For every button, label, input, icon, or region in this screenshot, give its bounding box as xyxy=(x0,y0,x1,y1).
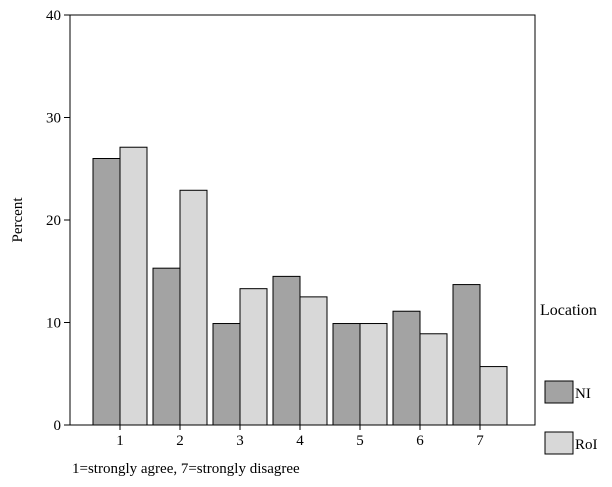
bar-ni-3 xyxy=(212,323,241,426)
bar-ni-6 xyxy=(392,310,421,426)
y-axis: 0 10 20 30 40 xyxy=(46,8,70,434)
bar-roi-3 xyxy=(239,288,268,426)
x-tick-label: 3 xyxy=(236,433,244,449)
bar-roi-6 xyxy=(419,333,448,426)
y-tick-label: 30 xyxy=(46,111,61,127)
bar-ni-2 xyxy=(152,267,181,426)
legend-label-ni: NI xyxy=(575,386,591,402)
bar-roi-1 xyxy=(119,146,148,426)
bar-ni-5 xyxy=(332,323,361,426)
x-tick-label: 7 xyxy=(476,433,484,449)
bar-roi-4 xyxy=(299,296,328,426)
y-axis-label: Percent xyxy=(10,197,26,243)
bar-ni-1 xyxy=(92,158,121,426)
legend-swatch-roi xyxy=(544,431,574,455)
bar-roi-5 xyxy=(359,323,388,426)
x-axis: 1 2 3 4 5 6 7 xyxy=(116,425,484,449)
x-tick-label: 5 xyxy=(356,433,364,449)
legend: Location NI RoI xyxy=(540,302,598,455)
y-tick-label: 10 xyxy=(46,316,61,332)
legend-label-roi: RoI xyxy=(575,437,598,453)
legend-title: Location xyxy=(540,302,597,319)
x-tick-label: 6 xyxy=(416,433,424,449)
y-tick-label: 40 xyxy=(46,8,61,24)
x-axis-label: 1=strongly agree, 7=strongly disagree xyxy=(72,461,300,477)
x-tick-label: 1 xyxy=(116,433,124,449)
x-tick-label: 4 xyxy=(296,433,304,449)
bar-roi-7 xyxy=(479,366,508,426)
y-tick-label: 20 xyxy=(46,213,61,229)
x-tick-label: 2 xyxy=(176,433,184,449)
bar-ni-4 xyxy=(272,275,301,426)
legend-swatch-ni xyxy=(544,380,574,404)
bars xyxy=(92,146,508,426)
y-tick-label: 0 xyxy=(54,418,62,434)
bar-ni-7 xyxy=(452,284,481,426)
bar-roi-2 xyxy=(179,189,208,426)
